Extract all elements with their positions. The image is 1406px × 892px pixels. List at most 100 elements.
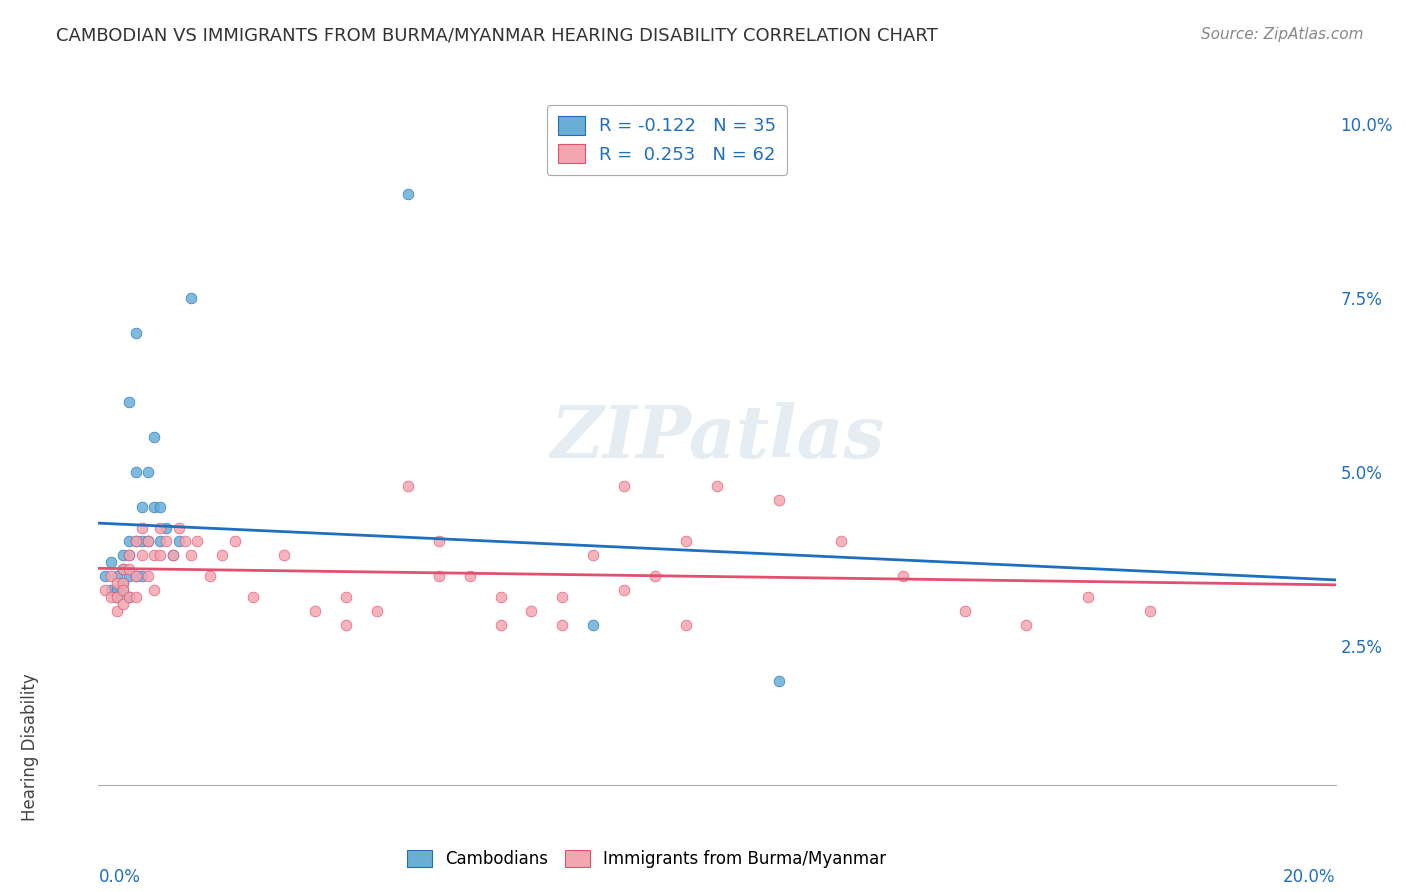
Text: Source: ZipAtlas.com: Source: ZipAtlas.com [1201, 27, 1364, 42]
Point [335, 618, 357, 632]
Point [149, 534, 172, 549]
Point [105, 569, 128, 583]
Point [427, 534, 450, 549]
Point [1077, 590, 1099, 604]
Point [124, 569, 146, 583]
Legend: Cambodians, Immigrants from Burma/Myanmar: Cambodians, Immigrants from Burma/Myanma… [401, 843, 893, 875]
Point [118, 590, 141, 604]
Point [124, 326, 146, 340]
Point [1139, 604, 1161, 618]
Point [706, 479, 728, 493]
Point [180, 291, 202, 305]
Point [582, 618, 605, 632]
Point [613, 583, 636, 598]
Point [768, 673, 790, 688]
Point [162, 549, 184, 563]
Point [167, 534, 190, 549]
Text: 0.0%: 0.0% [98, 869, 141, 887]
Point [520, 604, 543, 618]
Point [124, 569, 146, 583]
Point [112, 562, 135, 576]
Point [131, 520, 153, 534]
Point [149, 520, 172, 534]
Point [93, 583, 115, 598]
Point [112, 549, 135, 563]
Point [149, 500, 172, 514]
Point [118, 549, 141, 563]
Point [1015, 618, 1038, 632]
Point [551, 590, 574, 604]
Point [613, 479, 636, 493]
Point [143, 583, 166, 598]
Point [335, 590, 357, 604]
Point [136, 534, 159, 549]
Point [112, 583, 135, 598]
Point [582, 549, 605, 563]
Point [273, 549, 295, 563]
Point [162, 549, 184, 563]
Point [143, 430, 166, 444]
Point [136, 465, 159, 479]
Point [155, 520, 177, 534]
Point [118, 549, 141, 563]
Point [105, 576, 128, 591]
Point [180, 549, 202, 563]
Text: CAMBODIAN VS IMMIGRANTS FROM BURMA/MYANMAR HEARING DISABILITY CORRELATION CHART: CAMBODIAN VS IMMIGRANTS FROM BURMA/MYANM… [56, 27, 938, 45]
Point [396, 186, 419, 201]
Text: 20.0%: 20.0% [1284, 869, 1336, 887]
Point [198, 569, 221, 583]
Point [124, 534, 146, 549]
Legend: R = -0.122   N = 35, R =  0.253   N = 62: R = -0.122 N = 35, R = 0.253 N = 62 [547, 105, 787, 175]
Point [953, 604, 976, 618]
Point [136, 534, 159, 549]
Point [458, 569, 481, 583]
Point [105, 590, 128, 604]
Point [105, 583, 128, 598]
Point [124, 534, 146, 549]
Point [396, 479, 419, 493]
Point [489, 618, 512, 632]
Point [242, 590, 264, 604]
Point [118, 534, 141, 549]
Text: Hearing Disability: Hearing Disability [21, 673, 39, 821]
Point [366, 604, 388, 618]
Point [155, 534, 177, 549]
Point [105, 604, 128, 618]
Point [489, 590, 512, 604]
Point [112, 597, 135, 611]
Point [143, 500, 166, 514]
Point [136, 569, 159, 583]
Point [105, 590, 128, 604]
Point [100, 569, 122, 583]
Point [100, 555, 122, 569]
Point [131, 569, 153, 583]
Point [100, 590, 122, 604]
Point [131, 500, 153, 514]
Point [118, 590, 141, 604]
Point [675, 618, 697, 632]
Point [167, 520, 190, 534]
Point [675, 534, 697, 549]
Point [891, 569, 914, 583]
Point [768, 492, 790, 507]
Point [118, 562, 141, 576]
Point [211, 549, 233, 563]
Point [112, 576, 135, 591]
Point [112, 583, 135, 598]
Point [93, 569, 115, 583]
Point [186, 534, 208, 549]
Point [224, 534, 246, 549]
Point [304, 604, 326, 618]
Point [100, 583, 122, 598]
Point [131, 534, 153, 549]
Point [112, 576, 135, 591]
Point [149, 549, 172, 563]
Point [830, 534, 852, 549]
Text: ZIPatlas: ZIPatlas [550, 401, 884, 473]
Point [118, 569, 141, 583]
Point [644, 569, 666, 583]
Point [174, 534, 197, 549]
Point [124, 590, 146, 604]
Point [143, 549, 166, 563]
Point [124, 465, 146, 479]
